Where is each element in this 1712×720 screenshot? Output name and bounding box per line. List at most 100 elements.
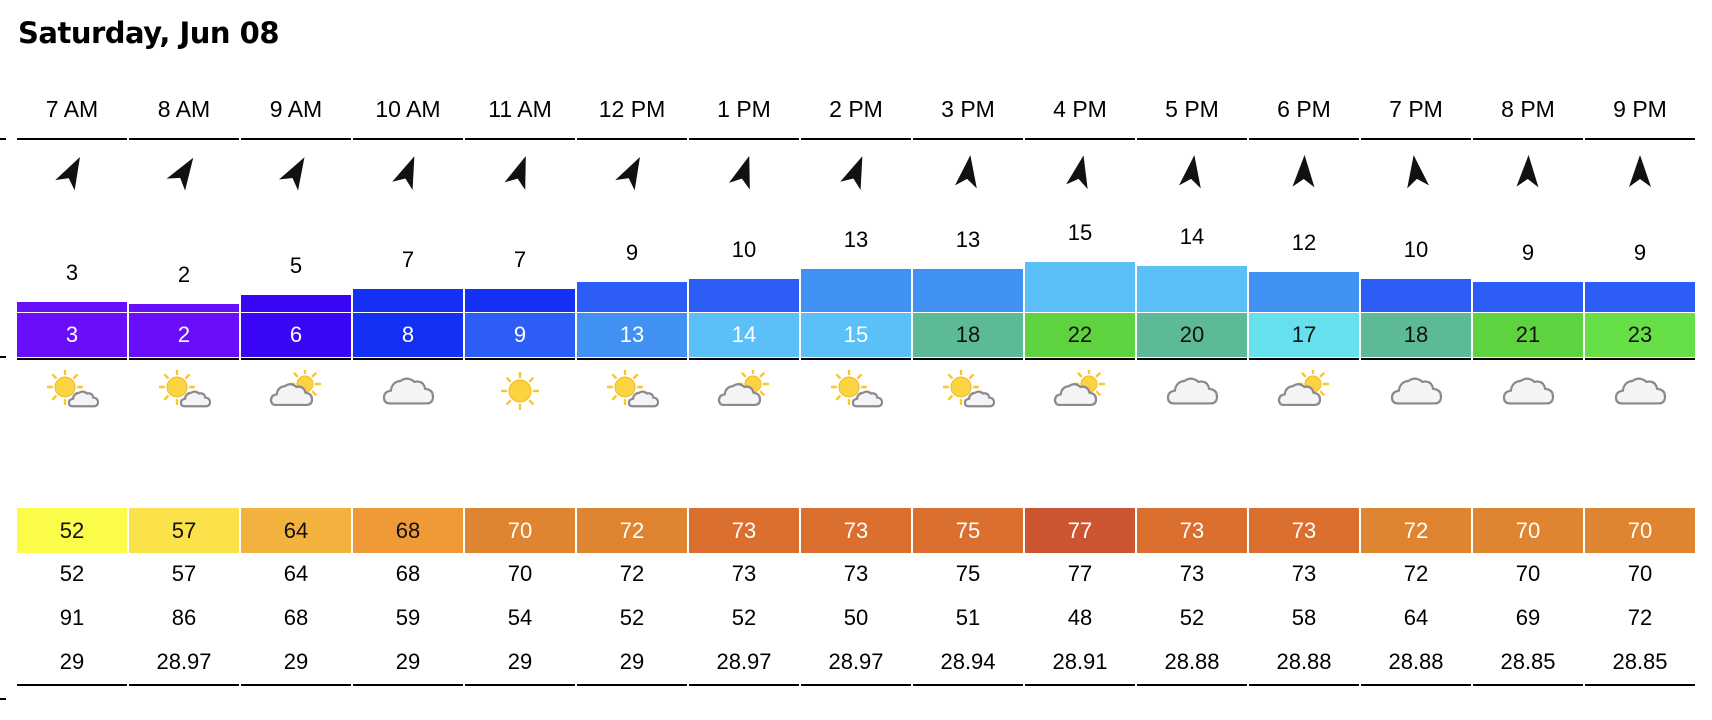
wind-gust-cell: 15 bbox=[801, 313, 911, 357]
wind-gust-cell: 17 bbox=[1249, 313, 1359, 357]
pressure-value: 28.85 bbox=[1612, 649, 1668, 674]
feels-like-value: 72 bbox=[619, 561, 645, 586]
hour-column: 12 PM 9 13 72 72 52 29 bbox=[577, 86, 689, 706]
wind-direction-arrow-icon bbox=[577, 150, 687, 194]
row-divider bbox=[17, 684, 127, 686]
wind-gust-cell: 8 bbox=[353, 313, 463, 357]
hour-column: 7 PM 10 18 72 72 64 28.88 bbox=[1361, 86, 1473, 706]
hour-column: 4 PM 15 22 77 77 48 28.91 bbox=[1025, 86, 1137, 706]
row-divider bbox=[1585, 358, 1695, 360]
wind-speed-value: 13 bbox=[843, 227, 869, 252]
row-divider bbox=[129, 684, 239, 686]
temperature-cell: 70 bbox=[465, 508, 575, 553]
row-divider bbox=[1137, 358, 1247, 360]
feels-like-value: 52 bbox=[59, 561, 85, 586]
hour-time-label: 8 PM bbox=[1473, 86, 1583, 140]
hour-time-label: 2 PM bbox=[801, 86, 911, 140]
partly-sunny-icon bbox=[913, 366, 1023, 416]
wind-speed-bar bbox=[1025, 262, 1135, 312]
temperature-cell: 57 bbox=[129, 508, 239, 553]
temperature-cell: 52 bbox=[17, 508, 127, 553]
pressure-value: 28.94 bbox=[940, 649, 996, 674]
hour-time-label: 6 PM bbox=[1249, 86, 1359, 140]
wind-gust-cell: 14 bbox=[689, 313, 799, 357]
partly-cloudy-icon bbox=[1249, 366, 1359, 416]
wind-direction-arrow-icon bbox=[1361, 150, 1471, 194]
feels-like-value: 72 bbox=[1403, 561, 1429, 586]
wind-speed-bar bbox=[1249, 272, 1359, 312]
row-divider bbox=[689, 358, 799, 360]
row-edge-tick bbox=[0, 138, 6, 140]
row-divider bbox=[1137, 684, 1247, 686]
humidity-value: 52 bbox=[731, 605, 757, 630]
wind-speed-value: 12 bbox=[1291, 230, 1317, 255]
wind-speed-value: 2 bbox=[177, 262, 191, 287]
pressure-value: 28.88 bbox=[1276, 649, 1332, 674]
hour-column: 7 AM 3 3 52 52 91 29 bbox=[17, 86, 129, 706]
hour-column: 1 PM 10 14 73 73 52 28.97 bbox=[689, 86, 801, 706]
row-divider bbox=[577, 358, 687, 360]
wind-direction-arrow-icon bbox=[129, 150, 239, 194]
wind-direction-arrow-icon bbox=[801, 150, 911, 194]
row-divider bbox=[1361, 684, 1471, 686]
hour-column: 8 PM 9 21 70 70 69 28.85 bbox=[1473, 86, 1585, 706]
wind-gust-cell: 18 bbox=[1361, 313, 1471, 357]
hour-column: 5 PM 14 20 73 73 52 28.88 bbox=[1137, 86, 1249, 706]
hour-time-label: 3 PM bbox=[913, 86, 1023, 140]
temperature-cell: 68 bbox=[353, 508, 463, 553]
partly-cloudy-icon bbox=[689, 366, 799, 416]
day-title: Saturday, Jun 08 bbox=[18, 16, 280, 50]
hour-time-label: 7 AM bbox=[17, 86, 127, 140]
partly-cloudy-icon bbox=[241, 366, 351, 416]
wind-gust-cell: 2 bbox=[129, 313, 239, 357]
temperature-cell: 72 bbox=[577, 508, 687, 553]
pressure-value: 28.88 bbox=[1388, 649, 1444, 674]
pressure-value: 28.97 bbox=[716, 649, 772, 674]
temperature-cell: 70 bbox=[1473, 508, 1583, 553]
wind-gust-cell: 22 bbox=[1025, 313, 1135, 357]
temperature-cell: 64 bbox=[241, 508, 351, 553]
wind-speed-value: 15 bbox=[1067, 220, 1093, 245]
wind-speed-value: 9 bbox=[625, 240, 639, 265]
feels-like-value: 73 bbox=[1179, 561, 1205, 586]
hour-time-label: 9 AM bbox=[241, 86, 351, 140]
pressure-value: 29 bbox=[507, 649, 533, 674]
wind-speed-value: 9 bbox=[1521, 240, 1535, 265]
hour-time-label: 12 PM bbox=[577, 86, 687, 140]
wind-speed-value: 7 bbox=[513, 247, 527, 272]
row-divider bbox=[1473, 358, 1583, 360]
feels-like-value: 75 bbox=[955, 561, 981, 586]
temperature-cell: 73 bbox=[801, 508, 911, 553]
wind-direction-arrow-icon bbox=[913, 150, 1023, 194]
wind-speed-value: 14 bbox=[1179, 224, 1205, 249]
feels-like-value: 64 bbox=[283, 561, 309, 586]
feels-like-value: 57 bbox=[171, 561, 197, 586]
feels-like-value: 68 bbox=[395, 561, 421, 586]
wind-speed-value: 9 bbox=[1633, 240, 1647, 265]
row-edge-tick bbox=[0, 356, 6, 358]
wind-direction-arrow-icon bbox=[1249, 150, 1359, 194]
row-divider bbox=[465, 684, 575, 686]
row-divider bbox=[1473, 684, 1583, 686]
temperature-cell: 77 bbox=[1025, 508, 1135, 553]
humidity-value: 64 bbox=[1403, 605, 1429, 630]
row-divider bbox=[241, 358, 351, 360]
feels-like-value: 73 bbox=[1291, 561, 1317, 586]
hour-column: 10 AM 7 8 68 68 59 29 bbox=[353, 86, 465, 706]
feels-like-value: 70 bbox=[1515, 561, 1541, 586]
wind-speed-bar bbox=[129, 304, 239, 312]
hour-column: 6 PM 12 17 73 73 58 28.88 bbox=[1249, 86, 1361, 706]
wind-gust-cell: 20 bbox=[1137, 313, 1247, 357]
row-divider bbox=[241, 684, 351, 686]
hour-time-label: 4 PM bbox=[1025, 86, 1135, 140]
row-divider bbox=[577, 684, 687, 686]
temperature-cell: 75 bbox=[913, 508, 1023, 553]
sunny-icon bbox=[465, 366, 575, 416]
wind-gust-cell: 23 bbox=[1585, 313, 1695, 357]
wind-direction-arrow-icon bbox=[353, 150, 463, 194]
wind-speed-bar bbox=[1361, 279, 1471, 312]
humidity-value: 51 bbox=[955, 605, 981, 630]
hour-column: 9 PM 9 23 70 70 72 28.85 bbox=[1585, 86, 1697, 706]
temperature-cell: 70 bbox=[1585, 508, 1695, 553]
wind-speed-value: 3 bbox=[65, 260, 79, 285]
